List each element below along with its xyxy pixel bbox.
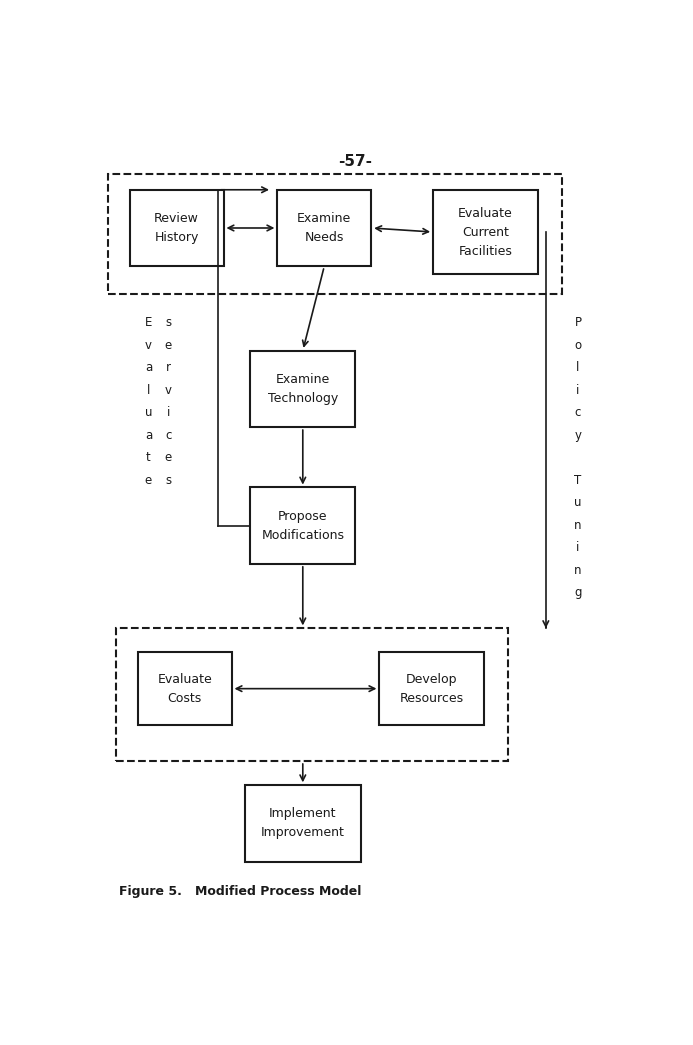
Bar xyxy=(433,190,538,274)
Text: Propose
Modifications: Propose Modifications xyxy=(261,510,344,541)
Text: i: i xyxy=(577,384,580,397)
Text: -57-: -57- xyxy=(338,154,372,168)
Text: c: c xyxy=(165,428,171,442)
Text: r: r xyxy=(166,362,170,374)
Text: Figure 5.   Modified Process Model: Figure 5. Modified Process Model xyxy=(119,885,361,898)
Text: n: n xyxy=(574,564,582,577)
Text: Implement
Improvement: Implement Improvement xyxy=(261,808,344,839)
Text: n: n xyxy=(574,518,582,532)
Text: l: l xyxy=(147,384,150,397)
Text: Review
History: Review History xyxy=(154,212,199,243)
Text: c: c xyxy=(575,407,581,419)
Text: i: i xyxy=(166,407,170,419)
Text: Examine
Technology: Examine Technology xyxy=(267,373,338,404)
Text: P: P xyxy=(574,316,581,329)
Text: a: a xyxy=(145,362,152,374)
Text: e: e xyxy=(165,339,172,351)
Text: s: s xyxy=(165,473,171,487)
Text: Evaluate
Costs: Evaluate Costs xyxy=(157,673,212,704)
Text: l: l xyxy=(577,362,580,374)
Bar xyxy=(130,190,224,266)
Text: T: T xyxy=(574,473,581,487)
Text: u: u xyxy=(574,496,582,509)
Text: y: y xyxy=(574,428,581,442)
Text: s: s xyxy=(165,316,171,329)
Bar xyxy=(379,652,484,725)
Text: g: g xyxy=(574,586,582,600)
Text: o: o xyxy=(574,339,581,351)
Text: u: u xyxy=(145,407,152,419)
Text: e: e xyxy=(145,473,152,487)
Text: t: t xyxy=(146,451,151,464)
Text: Examine
Needs: Examine Needs xyxy=(297,212,351,243)
Text: i: i xyxy=(577,541,580,554)
Text: Develop
Resources: Develop Resources xyxy=(400,673,464,704)
Text: E: E xyxy=(145,316,152,329)
Text: v: v xyxy=(145,339,152,351)
Bar xyxy=(138,652,231,725)
Bar xyxy=(250,487,356,564)
Text: a: a xyxy=(145,428,152,442)
Bar xyxy=(245,785,360,862)
Bar xyxy=(250,351,356,427)
Text: Evaluate
Current
Facilities: Evaluate Current Facilities xyxy=(458,207,513,257)
Text: e: e xyxy=(165,451,172,464)
Bar xyxy=(277,190,371,266)
Text: v: v xyxy=(165,384,172,397)
